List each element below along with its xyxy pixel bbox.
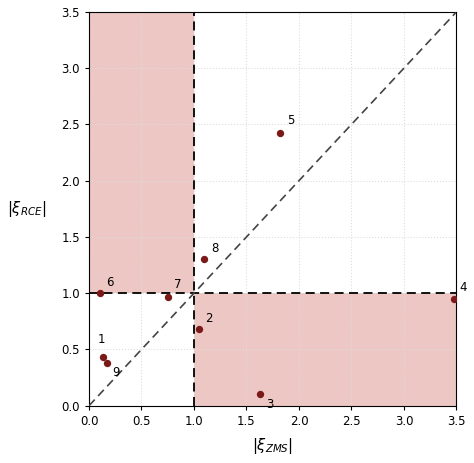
Text: 1: 1 bbox=[98, 333, 105, 346]
Text: 8: 8 bbox=[211, 242, 218, 255]
Text: 9: 9 bbox=[112, 366, 119, 379]
Point bbox=[450, 295, 458, 302]
Point bbox=[103, 359, 110, 367]
Text: 3: 3 bbox=[266, 398, 274, 411]
Text: 7: 7 bbox=[174, 278, 182, 291]
Point bbox=[195, 325, 203, 333]
X-axis label: $|\xi_{ZMS}|$: $|\xi_{ZMS}|$ bbox=[252, 436, 293, 456]
Point bbox=[276, 130, 284, 137]
Text: 6: 6 bbox=[106, 275, 113, 289]
Point bbox=[256, 391, 264, 398]
Y-axis label: $|\xi_{RCE}|$: $|\xi_{RCE}|$ bbox=[7, 199, 46, 219]
Text: 4: 4 bbox=[460, 282, 467, 294]
Point bbox=[201, 256, 208, 263]
Bar bbox=[89, 12, 194, 293]
Bar bbox=[194, 293, 456, 406]
Text: 2: 2 bbox=[206, 312, 213, 325]
Text: 5: 5 bbox=[287, 114, 295, 127]
Point bbox=[99, 354, 107, 361]
Point bbox=[96, 289, 103, 297]
Point bbox=[164, 293, 172, 300]
